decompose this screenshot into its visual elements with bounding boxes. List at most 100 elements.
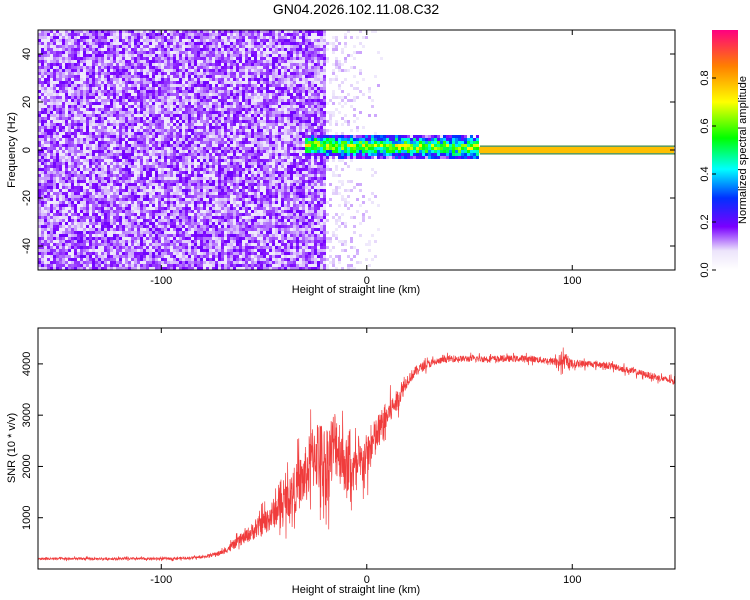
heatmap-cell — [137, 108, 140, 111]
heatmap-cell — [167, 249, 170, 252]
heatmap-cell — [68, 195, 71, 198]
heatmap-cell — [179, 33, 182, 36]
heatmap-cell — [56, 249, 59, 252]
heatmap-cell — [167, 252, 170, 255]
heatmap-cell — [161, 51, 164, 54]
heatmap-cell — [95, 180, 98, 183]
heatmap-cell — [131, 33, 134, 36]
heatmap-cell — [197, 201, 200, 204]
heatmap-cell — [47, 51, 50, 54]
heatmap-cell — [131, 78, 134, 81]
heatmap-cell — [53, 249, 56, 252]
heatmap-cell — [200, 153, 203, 156]
heatmap-cell — [107, 237, 110, 240]
heatmap-cell — [140, 120, 143, 123]
heatmap-cell — [218, 165, 221, 168]
heatmap-cell — [185, 54, 188, 57]
heatmap-cell — [119, 174, 122, 177]
heatmap-cell — [50, 144, 53, 147]
heatmap-cell — [62, 252, 65, 255]
heatmap-cell — [101, 63, 104, 66]
heatmap-cell — [140, 171, 143, 174]
heatmap-cell — [182, 204, 185, 207]
heatmap-cell — [215, 156, 218, 159]
heatmap-cell — [155, 66, 158, 69]
heatmap-cell — [164, 69, 167, 72]
heatmap-cell — [149, 33, 152, 36]
heatmap-cell — [134, 114, 137, 117]
heatmap-cell — [47, 258, 50, 261]
heatmap-cell — [188, 36, 191, 39]
heatmap-cell — [209, 213, 212, 216]
heatmap-cell — [89, 264, 92, 267]
heatmap-cell — [155, 126, 158, 129]
heatmap-cell — [101, 48, 104, 51]
heatmap-cell — [140, 237, 143, 240]
heatmap-cell — [185, 246, 188, 249]
heatmap-cell — [110, 99, 113, 102]
heatmap-cell — [83, 105, 86, 108]
heatmap-cell — [137, 30, 140, 33]
heatmap-cell — [62, 141, 65, 144]
heatmap-cell — [128, 72, 131, 75]
heatmap-cell — [83, 63, 86, 66]
heatmap-cell — [128, 261, 131, 264]
heatmap-cell — [95, 264, 98, 267]
heatmap-cell — [197, 78, 200, 81]
heatmap-cell — [50, 210, 53, 213]
heatmap-cell — [224, 36, 227, 39]
heatmap-cell — [203, 204, 206, 207]
heatmap-cell — [200, 84, 203, 87]
heatmap-cell — [203, 213, 206, 216]
heatmap-cell — [101, 267, 104, 270]
heatmap-cell — [65, 111, 68, 114]
heatmap-cell — [56, 168, 59, 171]
heatmap-cell — [41, 45, 44, 48]
heatmap-cell — [200, 189, 203, 192]
heatmap-cell — [44, 141, 47, 144]
heatmap-cell — [119, 243, 122, 246]
heatmap-cell — [56, 243, 59, 246]
heatmap-cell — [143, 129, 146, 132]
heatmap-cell — [101, 60, 104, 63]
heatmap-cell — [104, 267, 107, 270]
heatmap-cell — [146, 225, 149, 228]
heatmap-cell — [101, 138, 104, 141]
heatmap-cell — [134, 228, 137, 231]
heatmap-cell — [128, 201, 131, 204]
heatmap-cell — [77, 72, 80, 75]
heatmap-cell — [53, 141, 56, 144]
heatmap-cell — [128, 57, 131, 60]
figure-title: GN04.2026.102.11.08.C32 — [273, 1, 440, 17]
heatmap-cell — [149, 129, 152, 132]
heatmap-cell — [143, 204, 146, 207]
heatmap-cell — [155, 75, 158, 78]
heatmap-cell — [173, 69, 176, 72]
heatmap-cell — [92, 45, 95, 48]
heatmap-cell — [71, 135, 74, 138]
heatmap-cell — [44, 201, 47, 204]
heatmap-cell — [182, 54, 185, 57]
heatmap-cell — [89, 156, 92, 159]
heatmap-cell — [104, 60, 107, 63]
heatmap-cell — [149, 231, 152, 234]
heatmap-cell — [77, 246, 80, 249]
heatmap-cell — [68, 99, 71, 102]
heatmap-cell — [44, 54, 47, 57]
heatmap-cell — [176, 162, 179, 165]
heatmap-cell — [155, 237, 158, 240]
heatmap-cell — [146, 84, 149, 87]
heatmap-cell — [140, 177, 143, 180]
heatmap-cell — [209, 144, 212, 147]
heatmap-cell — [74, 138, 77, 141]
heatmap-cell — [215, 201, 218, 204]
heatmap-cell — [170, 180, 173, 183]
heatmap-cell — [104, 246, 107, 249]
heatmap-cell — [137, 75, 140, 78]
heatmap-cell — [65, 240, 68, 243]
heatmap-cell — [101, 255, 104, 258]
heatmap-cell — [221, 258, 224, 261]
heatmap-cell — [179, 213, 182, 216]
heatmap-cell — [122, 117, 125, 120]
heatmap-cell — [212, 210, 215, 213]
